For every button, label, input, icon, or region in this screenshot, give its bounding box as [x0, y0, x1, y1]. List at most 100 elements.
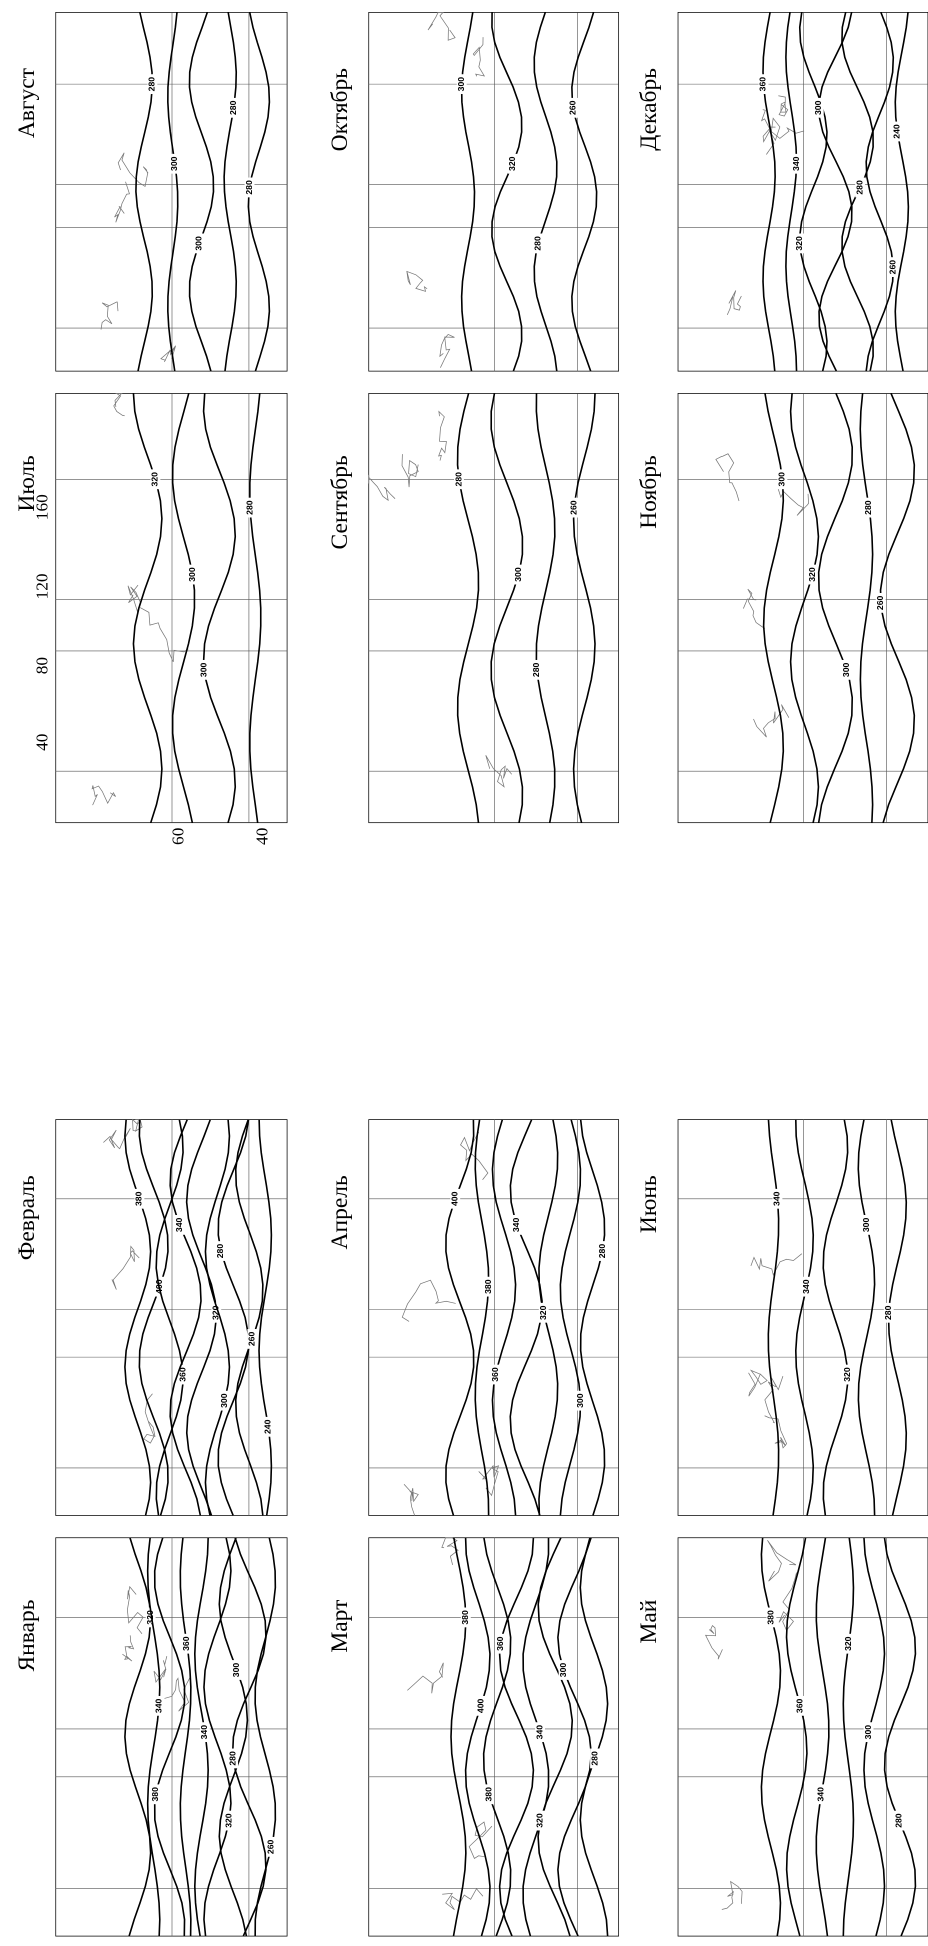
- contour-label: 260: [568, 500, 578, 515]
- contour-label: 240: [892, 124, 902, 139]
- coastline: [164, 1676, 190, 1711]
- contour-label: 260: [888, 260, 898, 275]
- contour-label: 400: [450, 1191, 460, 1206]
- contour-line: [139, 1120, 168, 1516]
- coastline: [722, 1882, 742, 1910]
- contour-label: 320: [507, 156, 517, 171]
- coastline: [122, 1635, 133, 1661]
- contour-label: 300: [777, 472, 787, 487]
- contour-label: 280: [215, 1244, 225, 1259]
- panel-frame: [56, 1120, 287, 1516]
- map-panel: 380400360340320300280260240Февраль: [14, 1120, 287, 1516]
- contour-line: [484, 1538, 511, 1936]
- coastline: [440, 334, 455, 367]
- contour-line: [125, 1120, 151, 1516]
- contour-label: 320: [807, 567, 817, 582]
- contour-line: [136, 12, 152, 371]
- contour-line: [462, 12, 475, 371]
- contour-line: [133, 393, 161, 822]
- month-label: Декабрь: [636, 68, 662, 151]
- month-label: Июнь: [636, 1175, 662, 1233]
- contour-label: 320: [535, 1813, 545, 1828]
- contour-label: 320: [538, 1305, 548, 1320]
- contour-label: 340: [772, 1191, 782, 1206]
- coastline: [101, 302, 118, 330]
- contour-line: [572, 12, 597, 371]
- latitude-label: 40: [253, 828, 272, 845]
- contour-line: [574, 393, 595, 822]
- contour-label: 280: [453, 472, 463, 487]
- contour-label: 240: [262, 1419, 272, 1434]
- longitude-label: 80: [32, 657, 51, 674]
- contour-line: [786, 12, 797, 371]
- contour-line: [491, 393, 522, 822]
- month-label: Октябрь: [327, 68, 353, 151]
- longitude-label: 40: [32, 734, 51, 751]
- coastline: [778, 96, 787, 116]
- month-label: Февраль: [14, 1175, 40, 1260]
- contour-label: 300: [219, 1393, 229, 1408]
- contour-label: 340: [791, 156, 801, 171]
- map-panel: 360340320300280260240Декабрь: [636, 12, 928, 371]
- contour-line: [180, 1538, 191, 1936]
- month-label: Август: [14, 68, 40, 138]
- contour-label: 340: [199, 1725, 209, 1740]
- coastline: [407, 271, 427, 291]
- contour-line: [895, 12, 908, 371]
- contour-label: 340: [153, 1698, 163, 1713]
- contour-line: [558, 1538, 591, 1936]
- contour-line: [224, 12, 236, 371]
- panel-frame: [369, 393, 619, 822]
- coastline: [706, 1626, 723, 1660]
- contour-label: 300: [863, 1725, 873, 1740]
- coastline: [369, 475, 395, 500]
- coastline: [407, 1663, 443, 1693]
- contour-label: 300: [841, 662, 851, 677]
- contour-line: [173, 393, 195, 822]
- contour-line: [884, 1538, 915, 1936]
- map-panel: 320300300280Июль: [14, 393, 287, 822]
- contour-label: 320: [145, 1610, 155, 1625]
- contour-label: 280: [589, 1751, 599, 1766]
- contour-label: 380: [134, 1191, 144, 1206]
- coastline: [767, 1540, 795, 1581]
- contour-line: [204, 393, 236, 822]
- coastline: [154, 1656, 167, 1682]
- coastline: [127, 1587, 143, 1634]
- contour-line: [475, 1120, 488, 1516]
- coastline: [727, 290, 741, 314]
- panel-frame: [369, 12, 619, 371]
- contour-line: [763, 12, 775, 371]
- contour-label: 280: [883, 1305, 893, 1320]
- contour-label: 360: [495, 1636, 505, 1651]
- contour-label: 300: [231, 1663, 241, 1678]
- contour-line: [536, 393, 554, 822]
- month-label: Ноябрь: [636, 455, 662, 529]
- contour-label: 380: [150, 1787, 160, 1802]
- coastline: [92, 785, 116, 805]
- panel-frame: [678, 393, 928, 822]
- coastline: [402, 1280, 455, 1321]
- contour-line: [458, 393, 479, 822]
- contour-label: 320: [150, 472, 160, 487]
- contour-label: 320: [794, 236, 804, 251]
- coastline: [439, 411, 447, 460]
- contour-label: 320: [842, 1367, 852, 1382]
- map-panel: 400380360340320300280Апрель: [327, 1120, 619, 1516]
- contour-label: 280: [228, 100, 238, 115]
- coastline: [763, 127, 804, 142]
- contour-label: 300: [456, 77, 466, 92]
- contour-label: 280: [244, 180, 254, 195]
- coastline: [716, 454, 739, 501]
- contour-label: 280: [597, 1244, 607, 1259]
- coastline: [133, 1120, 143, 1132]
- contour-line: [796, 1120, 813, 1516]
- contour-label: 380: [483, 1787, 493, 1802]
- coastline: [753, 705, 788, 738]
- contour-line: [170, 1120, 201, 1516]
- contour-label: 360: [795, 1698, 805, 1713]
